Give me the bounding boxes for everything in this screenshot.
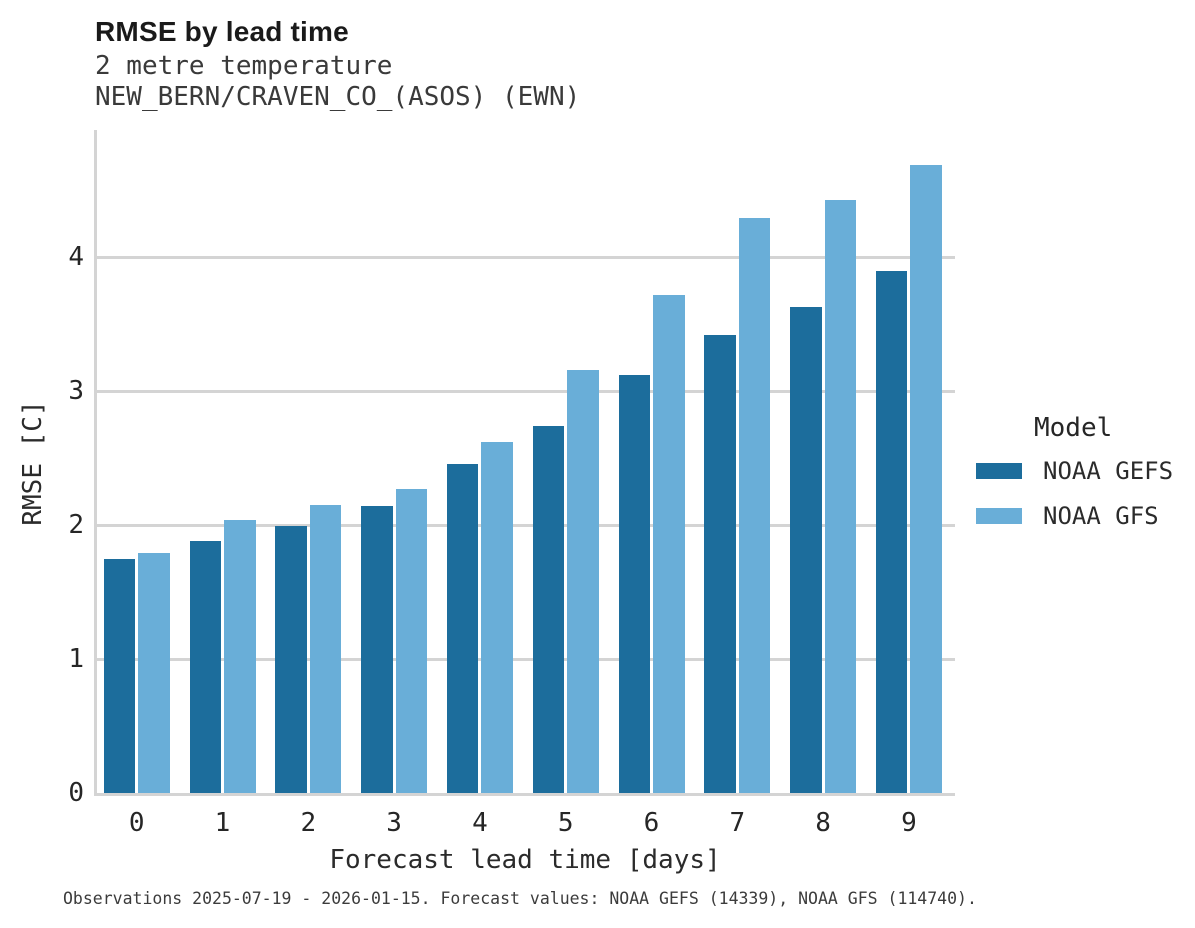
legend-item-noaa-gefs: NOAA GEFS [976, 457, 1173, 485]
bar-noaa-gfs-day8 [824, 199, 857, 793]
bar-noaa-gfs-day7 [738, 218, 771, 793]
bar-noaa-gfs-day4 [481, 442, 513, 793]
x-tick-label-9: 9 [901, 808, 917, 838]
legend-item-noaa-gfs: NOAA GFS [976, 502, 1173, 530]
x-tick-label-6: 6 [643, 808, 660, 838]
bar-noaa-gefs-day5 [532, 426, 565, 793]
x-tick-label-4: 4 [472, 808, 488, 838]
x-tick-label-2: 2 [300, 808, 317, 838]
gridline-y3 [97, 389, 955, 393]
gridline-y4 [97, 255, 955, 259]
chart-subtitle-variable: 2 metre temperature [95, 51, 393, 81]
gridline-y1 [97, 657, 955, 661]
plot-area [94, 130, 955, 796]
legend-label-noaa-gefs: NOAA GEFS [1043, 457, 1174, 485]
bar-noaa-gfs-day3 [395, 488, 428, 793]
x-axis-title: Forecast lead time [days] [329, 845, 721, 875]
x-tick-label-5: 5 [557, 808, 574, 838]
bar-noaa-gefs-day3 [361, 506, 393, 793]
y-tick-label-0: 0 [68, 778, 84, 808]
footer-caption: Observations 2025-07-19 - 2026-01-15. Fo… [63, 889, 977, 908]
y-tick-label-2: 2 [68, 510, 84, 541]
bar-noaa-gefs-day6 [618, 375, 650, 793]
x-tick-label-0: 0 [128, 808, 145, 838]
bar-noaa-gefs-day4 [446, 463, 479, 793]
legend-swatch-noaa-gfs-icon [976, 508, 1022, 524]
x-tick-label-8: 8 [815, 808, 831, 838]
legend: Model NOAA GEFS NOAA GFS [976, 413, 1173, 547]
bar-noaa-gfs-day2 [309, 505, 342, 793]
bar-noaa-gfs-day1 [224, 519, 256, 793]
bar-noaa-gfs-day5 [567, 369, 599, 793]
bar-noaa-gfs-day0 [138, 553, 170, 793]
bar-noaa-gefs-day0 [103, 558, 136, 793]
y-axis-title: RMSE [C] [18, 400, 48, 526]
x-tick-label-7: 7 [729, 808, 746, 838]
x-tick-label-3: 3 [386, 808, 402, 838]
bar-noaa-gefs-day8 [790, 306, 822, 793]
bar-noaa-gfs-day6 [653, 294, 685, 793]
bar-noaa-gefs-day9 [875, 270, 908, 793]
y-tick-label-3: 3 [68, 376, 84, 407]
gridline-y2 [97, 523, 955, 527]
chart-title: RMSE by lead time [95, 16, 349, 47]
bar-noaa-gefs-day1 [189, 541, 221, 793]
x-tick-label-1: 1 [214, 808, 231, 838]
y-tick-label-1: 1 [68, 644, 84, 675]
y-tick-label-4: 4 [68, 242, 84, 273]
bar-noaa-gefs-day2 [275, 526, 307, 793]
legend-swatch-noaa-gefs-icon [976, 463, 1022, 479]
chart-subtitle-station: NEW_BERN/CRAVEN_CO_(ASOS) (EWN) [95, 82, 581, 112]
legend-title: Model [1034, 413, 1113, 443]
bar-noaa-gefs-day7 [704, 334, 736, 793]
legend-label-noaa-gfs: NOAA GFS [1043, 502, 1159, 530]
bar-noaa-gfs-day9 [910, 164, 942, 793]
